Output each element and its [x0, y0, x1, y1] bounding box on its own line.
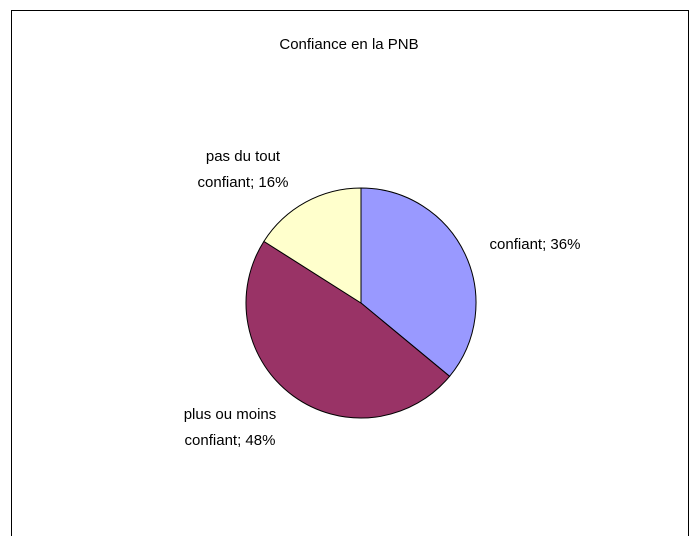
chart-title: Confiance en la PNB — [279, 36, 418, 53]
slice-label: plus ou moins — [184, 406, 277, 423]
slice-label: confiant; 16% — [198, 174, 289, 191]
slice-label: confiant; 36% — [490, 236, 581, 253]
pie-slice — [360, 187, 477, 378]
slice-label: confiant; 48% — [185, 432, 276, 449]
pie-slice — [245, 240, 451, 419]
pie-slice — [263, 187, 362, 304]
slice-label: pas du tout — [206, 148, 281, 165]
